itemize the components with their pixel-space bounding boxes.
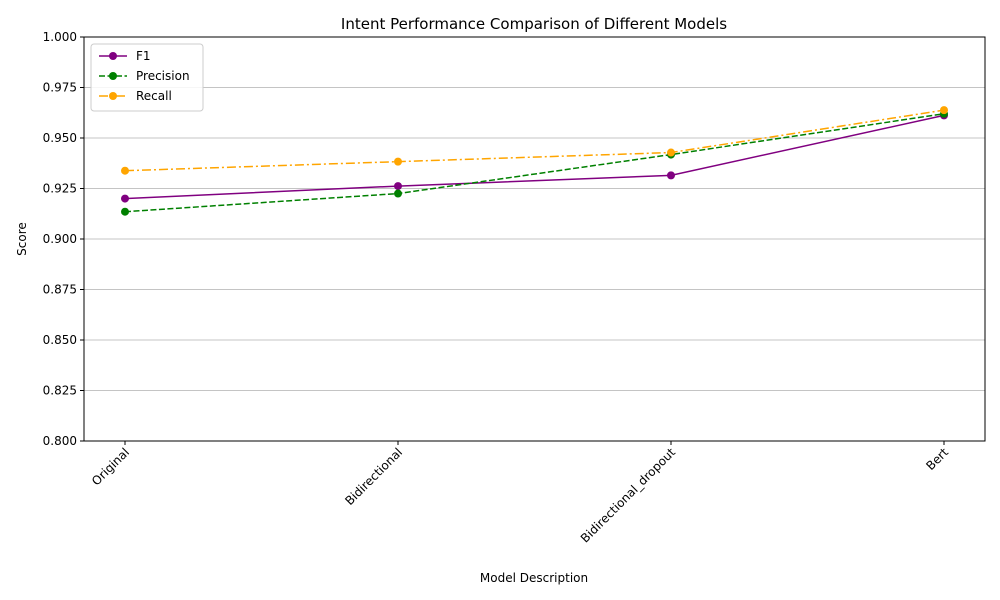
y-tick-label: 0.875 (43, 283, 77, 297)
data-point (394, 189, 402, 198)
series-recall (121, 106, 948, 175)
legend-label: F1 (136, 49, 151, 63)
y-tick-label: 1.000 (43, 30, 77, 44)
legend-label: Precision (136, 69, 190, 83)
y-axis: 0.800 0.825 0.850 0.875 0.900 0.925 0.950 0.975… (43, 30, 84, 448)
data-point (121, 194, 129, 203)
y-tick-label: 0.800 (43, 434, 77, 448)
legend-marker (109, 52, 117, 60)
data-point (121, 207, 129, 216)
legend-item-precision: Precision (99, 69, 190, 83)
chart-title: Intent Performance Comparison of Differe… (341, 15, 727, 33)
series-line (124, 113, 945, 213)
series-line (124, 114, 945, 200)
series-line (124, 109, 945, 172)
data-point (394, 157, 402, 166)
data-point (667, 171, 675, 180)
legend-item-f1: F1 (99, 49, 151, 63)
y-tick-label: 0.975 (43, 81, 77, 95)
legend-item-recall: Recall (99, 89, 172, 103)
series-lines (121, 106, 948, 216)
legend-label: Recall (136, 89, 172, 103)
legend-marker (109, 72, 117, 80)
data-point (940, 106, 948, 115)
y-tick-label: 0.825 (43, 384, 77, 398)
data-point (394, 182, 402, 191)
y-tick-label: 0.850 (43, 333, 77, 347)
legend-box (90, 43, 204, 112)
y-tick-label: 0.950 (43, 131, 77, 145)
data-point (121, 166, 129, 175)
x-axis-label: Model Description (480, 571, 588, 585)
legend-marker (109, 92, 117, 100)
y-tick-label: 0.925 (43, 182, 77, 196)
data-point (667, 148, 675, 157)
y-axis-label: Score (15, 222, 29, 256)
y-tick-label: 0.900 (43, 232, 77, 246)
legend: F1 Precision Recall (90, 43, 204, 112)
